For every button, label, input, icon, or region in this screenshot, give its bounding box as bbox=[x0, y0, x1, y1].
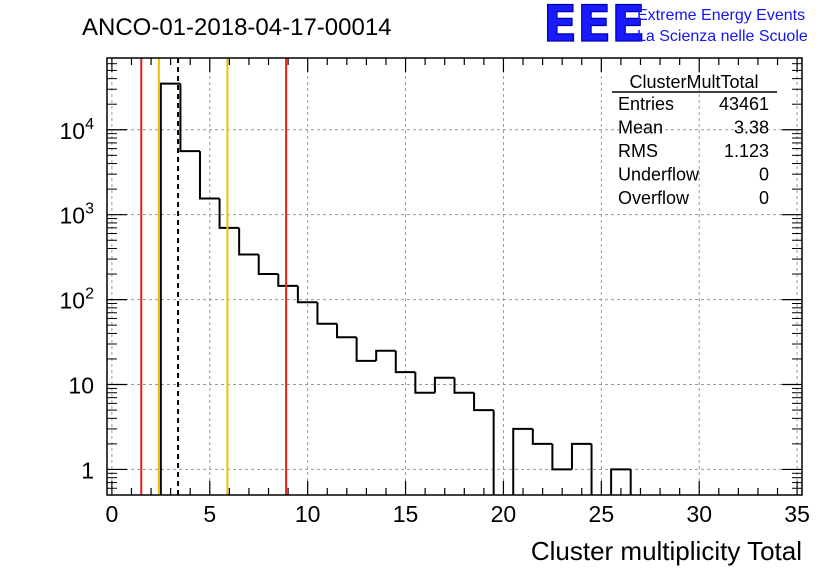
eee-logo: EEE Extreme Energy Events La Scienza nel… bbox=[542, 0, 808, 54]
histogram-bin bbox=[512, 427, 533, 495]
stats-box-title: ClusterMultTotal bbox=[629, 72, 758, 92]
x-axis-title: Cluster multiplicity Total bbox=[531, 536, 802, 566]
stats-row-value: 0 bbox=[759, 165, 769, 185]
histogram-series bbox=[159, 82, 632, 495]
stats-row-value: 3.38 bbox=[734, 118, 769, 138]
histogram-bin bbox=[433, 376, 455, 393]
x-tick-label: 15 bbox=[393, 501, 419, 527]
grid bbox=[107, 58, 802, 495]
histogram-bin bbox=[414, 372, 435, 394]
histogram-bin bbox=[198, 151, 220, 200]
stats-row-value: 0 bbox=[759, 188, 769, 208]
stats-row-value: 1.123 bbox=[724, 141, 769, 161]
stats-row-label: Underflow bbox=[618, 165, 700, 185]
x-tick-label: 25 bbox=[589, 501, 615, 527]
histogram-bin bbox=[238, 227, 259, 256]
histogram-bin bbox=[296, 285, 318, 304]
stats-row-label: Mean bbox=[618, 118, 663, 138]
y-tick-exponent: 4 bbox=[85, 116, 94, 133]
histogram-bin bbox=[355, 337, 377, 362]
histogram-bin bbox=[551, 443, 572, 471]
logo-line-1: Extreme Energy Events bbox=[637, 7, 805, 24]
logo-line-2: La Scienza nelle Scuole bbox=[637, 28, 808, 45]
y-tick-label: 104 bbox=[60, 116, 95, 144]
x-tick-labels: 0 5 10 15 20 25 30 35 bbox=[105, 501, 809, 527]
run-title: ANCO-01-2018-04-17-00014 bbox=[82, 14, 392, 41]
y-tick-label: 1 bbox=[81, 457, 94, 483]
histogram-bin bbox=[218, 198, 240, 229]
y-tick-labels: 1 10 102 103 104 bbox=[60, 116, 95, 484]
histogram-bin bbox=[473, 392, 494, 412]
stats-row-value: 43461 bbox=[719, 94, 769, 114]
x-tick-label: 5 bbox=[203, 501, 216, 527]
histogram-bin bbox=[394, 350, 416, 374]
axis-ticks bbox=[107, 58, 802, 495]
x-tick-label: 20 bbox=[491, 501, 517, 527]
plot-frame bbox=[106, 57, 803, 496]
histogram-bin bbox=[257, 254, 279, 276]
y-tick-exponent: 2 bbox=[85, 286, 94, 303]
stats-row-label: RMS bbox=[618, 141, 658, 161]
x-tick-label: 0 bbox=[105, 501, 118, 527]
stats-box: ClusterMultTotal Entries 43461 Mean 3.38 RMS… bbox=[612, 72, 777, 208]
eee-logo-mark: EEE bbox=[543, 0, 645, 53]
histogram-bin bbox=[316, 302, 338, 325]
x-tick-label: 10 bbox=[295, 501, 321, 527]
stats-row-label: Overflow bbox=[618, 188, 690, 208]
histogram-bin bbox=[375, 349, 396, 361]
histogram-bin bbox=[453, 377, 475, 394]
y-tick-label: 10 bbox=[68, 373, 94, 399]
y-tick-label: 102 bbox=[60, 286, 95, 314]
histogram-bin bbox=[179, 83, 200, 153]
x-tick-label: 30 bbox=[686, 501, 712, 527]
histogram-bin bbox=[570, 442, 592, 470]
histogram-bin bbox=[531, 428, 553, 445]
histogram-bin bbox=[159, 82, 181, 495]
x-tick-label: 35 bbox=[784, 501, 810, 527]
y-tick-exponent: 3 bbox=[85, 201, 94, 218]
y-tick-label: 103 bbox=[60, 201, 95, 229]
histogram-bin bbox=[277, 274, 298, 287]
marker-lines bbox=[140, 58, 288, 495]
histogram-bin bbox=[610, 468, 631, 495]
stats-row-label: Entries bbox=[618, 94, 674, 114]
histogram-bin bbox=[336, 323, 357, 339]
